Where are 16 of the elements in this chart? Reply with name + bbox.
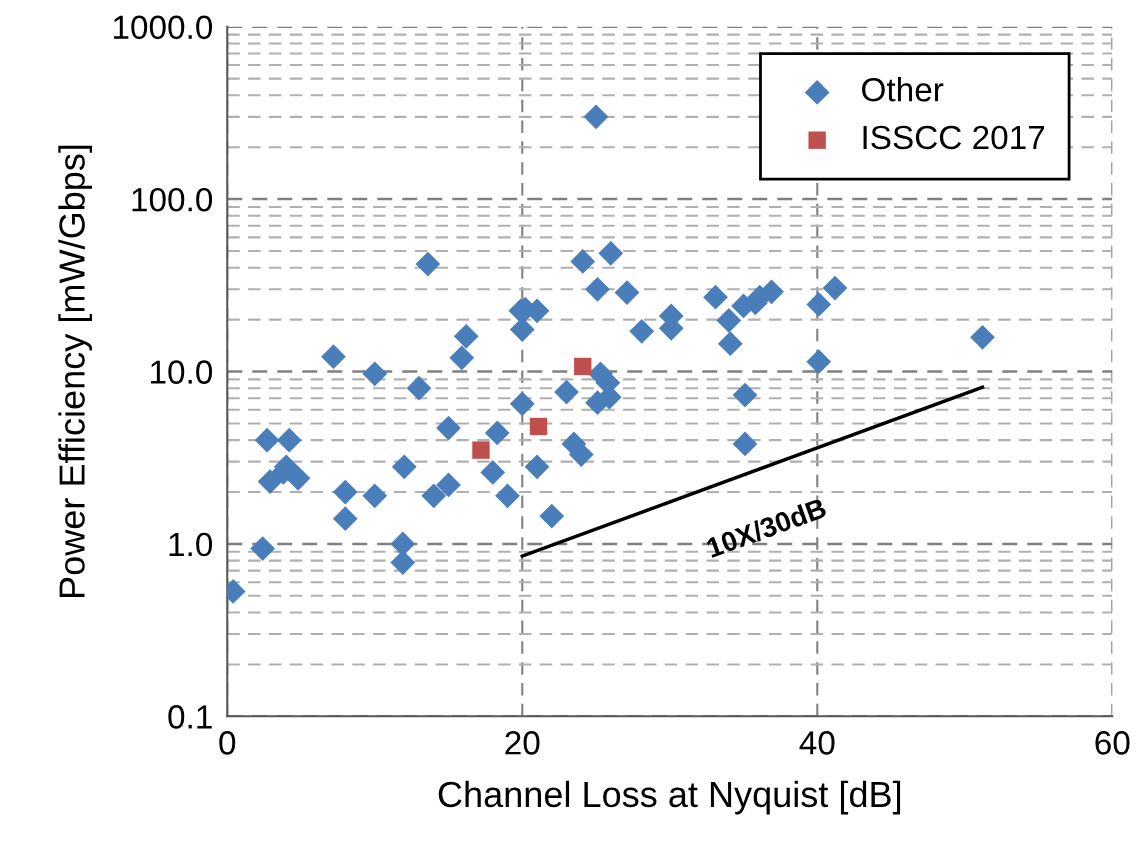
y-tick-label: 10.0 (151, 360, 213, 384)
point (529, 417, 548, 436)
point (574, 357, 592, 376)
y-tick-label: 100.0 (132, 187, 213, 212)
point (472, 441, 490, 459)
legend-label: ISSCC 2017 (863, 125, 1045, 150)
x-tick-label: 60 (1095, 731, 1130, 755)
legend-label: Other (862, 77, 944, 102)
y-tick-label: 1000.0 (113, 15, 213, 40)
x-tick-label: 20 (505, 731, 540, 755)
y-tick-label: 1.0 (169, 532, 213, 557)
x-axis-title: Channel Loss at Nyquist [dB] (438, 780, 901, 815)
x-tick-label: 0 (219, 731, 236, 755)
x-tick-label: 40 (799, 731, 835, 755)
y-axis-title: Power Efficiency [mW/Gbps] (58, 145, 92, 597)
y-tick-label: 0.1 (168, 705, 212, 729)
